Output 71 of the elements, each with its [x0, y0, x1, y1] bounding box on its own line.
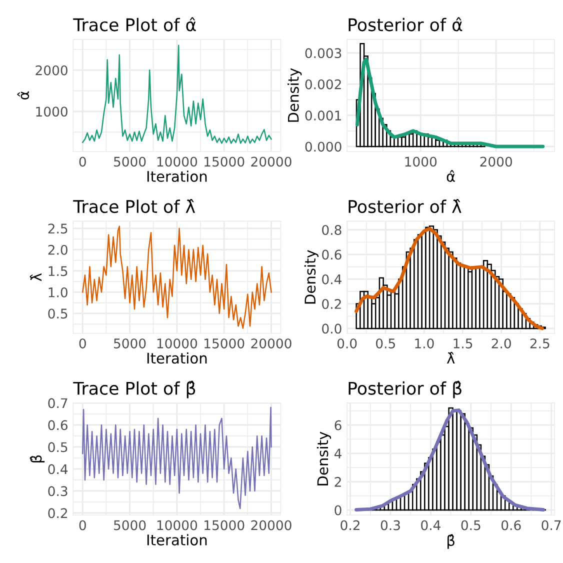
x-tick-label: 20000: [251, 338, 292, 348]
y-tick-label: 1.0: [48, 287, 68, 298]
x-tick-label: 0.7: [542, 520, 561, 530]
chart-title: Posterior of α̂: [348, 17, 462, 32]
chart-title: Trace Plot of β̂: [73, 380, 196, 398]
y-tick-label: 0.6: [322, 250, 342, 260]
x-tick-label: 15000: [204, 338, 244, 348]
y-tick-label: 1000: [36, 106, 68, 117]
y-axis-title: Density: [288, 68, 302, 122]
x-tick-label: 2.0: [492, 338, 511, 348]
y-tick-label: 4: [334, 448, 342, 458]
x-tick-label: 2.5: [530, 338, 550, 348]
x-axis-title: Iteration: [147, 352, 207, 364]
y-tick-label: 0.001: [305, 110, 341, 121]
x-axis-title: β̂: [448, 534, 454, 549]
y-tick-label: 0.3: [48, 486, 68, 496]
y-tick-label: 2: [334, 476, 341, 487]
y-tick-label: 2000: [36, 65, 68, 76]
y-axis-title: α̂: [17, 91, 30, 100]
y-tick-label: 2.5: [48, 224, 68, 234]
chart-title: Trace Plot of α̂: [73, 17, 196, 32]
y-tick-label: 0.6: [48, 420, 68, 430]
y-tick-label: 0.5: [48, 442, 68, 452]
y-tick-label: 1.5: [48, 266, 68, 276]
x-tick-label: 1.5: [454, 338, 472, 348]
y-tick-label: 0.7: [48, 398, 68, 408]
chart-title: Trace Plot of λ̂: [73, 198, 196, 214]
y-tick-label: 0.8: [322, 225, 342, 236]
y-tick-label: 0.003: [305, 48, 342, 58]
x-tick-label: 15000: [204, 520, 244, 530]
x-axis-title: α̂: [446, 170, 455, 182]
y-axis-title: Density: [316, 432, 332, 486]
x-axis-title: λ̂: [446, 352, 455, 364]
x-tick-label: 0: [79, 156, 86, 167]
x-tick-label: 15000: [204, 156, 244, 167]
y-axis-title: β̂: [30, 455, 45, 462]
x-tick-label: 0.6: [502, 520, 521, 530]
y-tick-label: 0.4: [322, 274, 342, 284]
y-tick-label: 0.4: [48, 464, 68, 474]
y-tick-label: 0.5: [48, 308, 68, 319]
y-tick-label: 0.000: [305, 142, 342, 152]
y-tick-label: 0.0: [322, 324, 342, 334]
x-tick-label: 0: [79, 520, 86, 530]
y-tick-label: 6: [334, 420, 342, 430]
x-tick-label: 20000: [251, 520, 292, 530]
x-tick-label: 0.3: [380, 520, 400, 530]
y-tick-label: 0: [334, 505, 342, 516]
x-tick-label: 5000: [114, 156, 146, 167]
chart-title: Posterior of β̂: [348, 380, 462, 398]
x-tick-label: 1000: [405, 156, 437, 167]
y-tick-label: 0.2: [48, 508, 68, 518]
x-tick-label: 0.5: [376, 338, 395, 348]
y-tick-label: 2.0: [48, 244, 68, 255]
x-tick-label: 5000: [114, 520, 146, 530]
x-axis-title: Iteration: [147, 534, 207, 546]
y-axis-title: Density: [304, 250, 318, 304]
y-tick-label: 0.2: [322, 299, 341, 309]
x-tick-label: 0.4: [421, 520, 440, 530]
x-tick-label: 0.5: [461, 520, 480, 530]
x-tick-label: 20000: [251, 156, 292, 167]
x-tick-label: 0: [79, 338, 86, 348]
x-tick-label: 1.0: [415, 338, 434, 348]
x-tick-label: 10000: [157, 156, 198, 167]
x-tick-label: 2000: [480, 156, 512, 167]
x-axis-title: Iteration: [147, 170, 207, 182]
chart-title: Posterior of λ̂: [348, 198, 462, 214]
x-tick-label: 5000: [114, 338, 146, 348]
x-tick-label: 10000: [157, 338, 198, 348]
y-tick-label: 0.002: [305, 79, 341, 90]
y-axis-title: λ̂: [30, 273, 42, 282]
x-tick-label: 10000: [157, 520, 198, 530]
